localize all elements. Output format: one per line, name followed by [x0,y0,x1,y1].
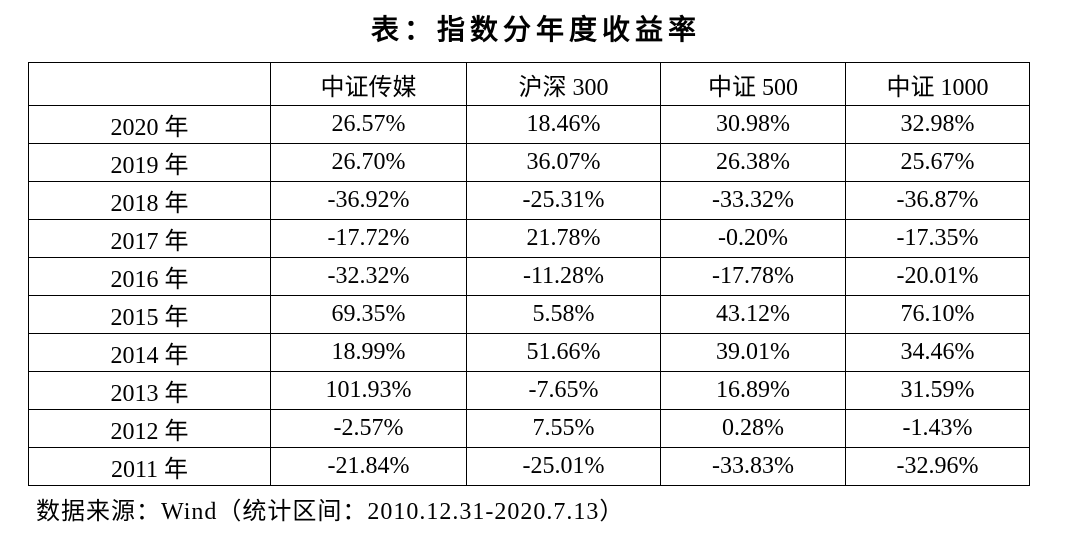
value-cell: 7.55% [466,409,661,448]
value-cell: 43.12% [660,295,846,334]
value-cell: -21.84% [270,447,467,486]
table-row: 2014 年 18.99% 51.66% 39.01% 34.46% [28,333,1030,372]
value-cell: 0.28% [660,409,846,448]
header-row: 中证传媒 沪深 300 中证 500 中证 1000 [28,62,1030,106]
table-row: 2016 年 -32.32% -11.28% -17.78% -20.01% [28,257,1030,296]
value-cell: 31.59% [845,371,1030,410]
value-cell: 36.07% [466,143,661,182]
year-cell: 2014 年 [28,333,271,372]
year-cell: 2020 年 [28,105,271,144]
value-cell: -7.65% [466,371,661,410]
page-title: 表：指数分年度收益率 [370,15,701,46]
value-cell: 26.70% [270,143,467,182]
value-cell: -33.32% [660,181,846,220]
table-row: 2012 年 -2.57% 7.55% 0.28% -1.43% [28,409,1030,448]
table-row: 2013 年 101.93% -7.65% 16.89% 31.59% [28,371,1030,410]
table-row: 2017 年 -17.72% 21.78% -0.20% -17.35% [28,219,1030,258]
column-header-zhongzheng-1000: 中证 1000 [845,62,1030,106]
value-cell: 26.38% [660,143,846,182]
value-cell: -1.43% [845,409,1030,448]
year-cell: 2018 年 [28,181,271,220]
value-cell: 16.89% [660,371,846,410]
year-cell: 2019 年 [28,143,271,182]
value-cell: -32.32% [270,257,467,296]
value-cell: 18.46% [466,105,661,144]
value-cell: -11.28% [466,257,661,296]
value-cell: 34.46% [845,333,1030,372]
value-cell: -33.83% [660,447,846,486]
value-cell: 21.78% [466,219,661,258]
value-cell: -36.87% [845,181,1030,220]
year-cell: 2016 年 [28,257,271,296]
value-cell: 32.98% [845,105,1030,144]
column-header-zhongzheng-chuanmei: 中证传媒 [270,62,467,106]
value-cell: 39.01% [660,333,846,372]
value-cell: 51.66% [466,333,661,372]
value-cell: -32.96% [845,447,1030,486]
value-cell: -0.20% [660,219,846,258]
value-cell: 76.10% [845,295,1030,334]
value-cell: 69.35% [270,295,467,334]
value-cell: 5.58% [466,295,661,334]
value-cell: 25.67% [845,143,1030,182]
source-note: 数据来源：Wind（统计区间：2010.12.31-2020.7.13） [36,499,625,525]
annual-returns-table: 中证传媒 沪深 300 中证 500 中证 1000 2020 年 26.57%… [28,62,1030,486]
value-cell: -25.31% [466,181,661,220]
value-cell: 101.93% [270,371,467,410]
value-cell: -17.72% [270,219,467,258]
value-cell: 26.57% [270,105,467,144]
value-cell: 18.99% [270,333,467,372]
table-row: 2011 年 -21.84% -25.01% -33.83% -32.96% [28,447,1030,486]
value-cell: -17.35% [845,219,1030,258]
value-cell: 30.98% [660,105,846,144]
table-row: 2020 年 26.57% 18.46% 30.98% 32.98% [28,105,1030,144]
column-header-hushen-300: 沪深 300 [466,62,661,106]
year-cell: 2013 年 [28,371,271,410]
value-cell: -25.01% [466,447,661,486]
value-cell: -2.57% [270,409,467,448]
table-row: 2019 年 26.70% 36.07% 26.38% 25.67% [28,143,1030,182]
column-header-zhongzheng-500: 中证 500 [660,62,846,106]
table-row: 2015 年 69.35% 5.58% 43.12% 76.10% [28,295,1030,334]
year-cell: 2015 年 [28,295,271,334]
year-cell: 2012 年 [28,409,271,448]
year-cell: 2017 年 [28,219,271,258]
value-cell: -36.92% [270,181,467,220]
table-row: 2018 年 -36.92% -25.31% -33.32% -36.87% [28,181,1030,220]
value-cell: -17.78% [660,257,846,296]
column-header-year [28,62,271,106]
value-cell: -20.01% [845,257,1030,296]
year-cell: 2011 年 [28,447,271,486]
